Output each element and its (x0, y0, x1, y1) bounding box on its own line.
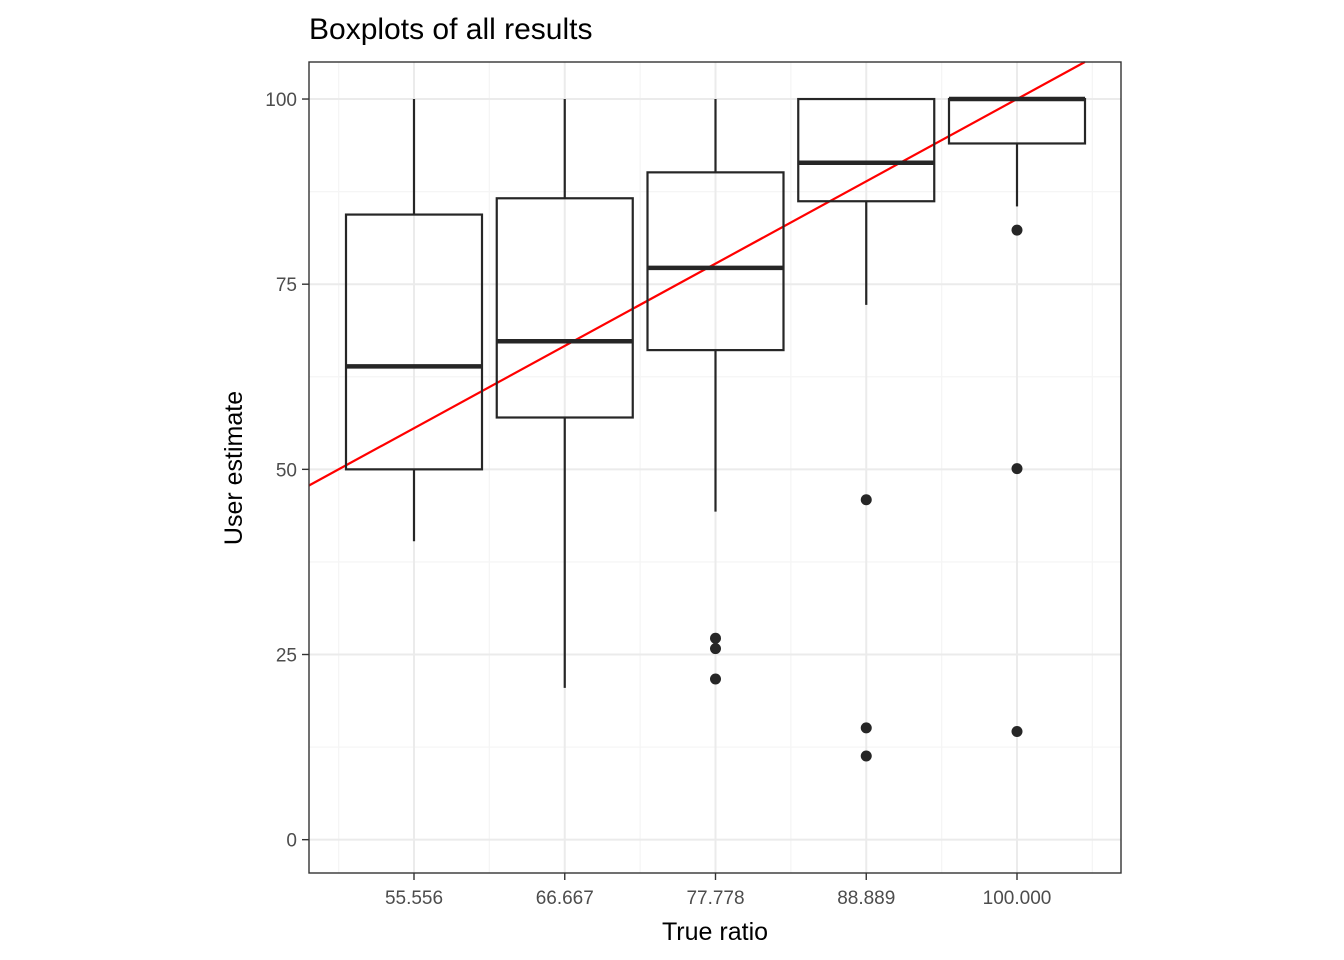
x-tick-label: 77.778 (686, 888, 744, 909)
box-body (495, 197, 634, 419)
identity-reference-line (308, 61, 1086, 487)
box-body (344, 213, 484, 471)
x-axis-title: True ratio (662, 918, 768, 946)
y-tick-label: 100 (265, 90, 297, 111)
outlier-point (860, 494, 872, 506)
y-tick-label: 25 (276, 646, 297, 667)
box-66.667 (495, 99, 634, 688)
outlier-point (1011, 726, 1023, 738)
box-100.000 (947, 96, 1087, 738)
box-body (646, 171, 785, 352)
outlier-point (1011, 463, 1023, 475)
x-tick-label: 55.556 (385, 888, 443, 909)
grid-layer (309, 62, 1121, 873)
box-55.556 (344, 99, 484, 542)
outlier-point (860, 722, 872, 734)
x-tick-label: 100.000 (983, 888, 1052, 909)
outlier-point (710, 632, 721, 644)
box-77.778 (646, 99, 785, 685)
outlier-point (860, 750, 872, 762)
y-axis-title: User estimate (220, 391, 248, 545)
box-layer (344, 96, 1087, 762)
outlier-point (710, 673, 721, 685)
y-tick-label: 50 (276, 460, 297, 481)
chart-title: Boxplots of all results (309, 13, 592, 46)
reference-line-layer (308, 61, 1086, 487)
outlier-point (1011, 224, 1023, 236)
x-tick-label: 66.667 (536, 888, 594, 909)
y-tick-label: 75 (276, 275, 297, 296)
box-88.889 (797, 97, 936, 762)
x-tick-label: 88.889 (837, 888, 895, 909)
outlier-point (710, 643, 721, 655)
box-body (797, 97, 936, 203)
y-tick-label: 0 (286, 831, 297, 852)
axis-layer: 0 25 50 75 100 55.556 66.667 77.778 88.889 100.00… (265, 90, 1051, 909)
